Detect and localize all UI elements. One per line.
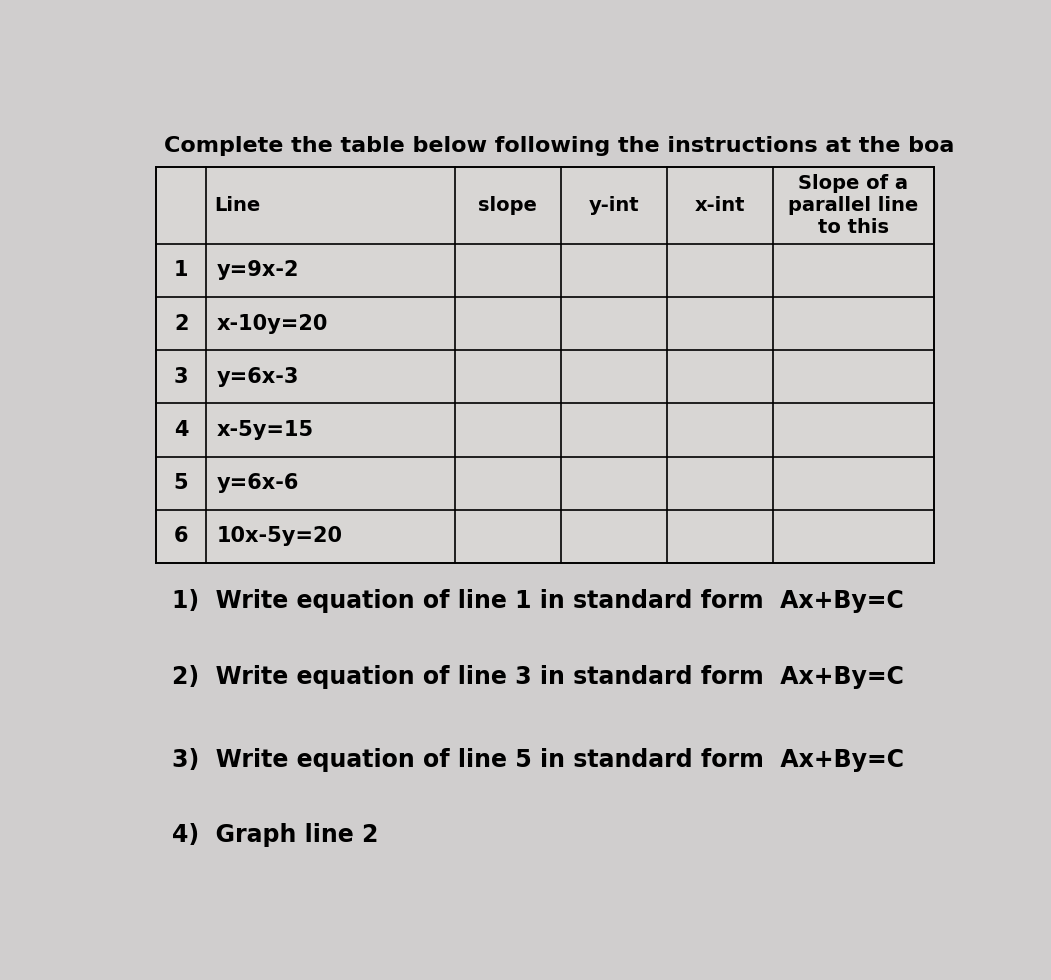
Text: y=6x-6: y=6x-6 (217, 473, 298, 493)
Text: 3)  Write equation of line 5 in standard form  Ax+By=C: 3) Write equation of line 5 in standard … (172, 748, 904, 771)
Text: x-10y=20: x-10y=20 (217, 314, 328, 333)
Text: x-5y=15: x-5y=15 (217, 420, 313, 440)
Text: 2)  Write equation of line 3 in standard form  Ax+By=C: 2) Write equation of line 3 in standard … (172, 664, 904, 689)
Bar (156, 167, 933, 563)
Text: Line: Line (214, 196, 261, 215)
Text: 3: 3 (173, 367, 188, 387)
Text: Slope of a
parallel line
to this: Slope of a parallel line to this (788, 173, 919, 237)
Text: 10x-5y=20: 10x-5y=20 (217, 526, 343, 546)
Text: slope: slope (478, 196, 537, 215)
Text: 5: 5 (173, 473, 188, 493)
Text: 6: 6 (173, 526, 188, 546)
Text: y-int: y-int (589, 196, 639, 215)
Text: 4)  Graph line 2: 4) Graph line 2 (172, 823, 378, 847)
Text: Complete the table below following the instructions at the boa: Complete the table below following the i… (164, 136, 954, 157)
Text: 2: 2 (173, 314, 188, 333)
Text: y=9x-2: y=9x-2 (217, 261, 298, 280)
Text: 1: 1 (173, 261, 188, 280)
Text: x-int: x-int (695, 196, 745, 215)
Text: 1)  Write equation of line 1 in standard form  Ax+By=C: 1) Write equation of line 1 in standard … (172, 589, 904, 613)
Text: y=6x-3: y=6x-3 (217, 367, 298, 387)
Text: 4: 4 (173, 420, 188, 440)
